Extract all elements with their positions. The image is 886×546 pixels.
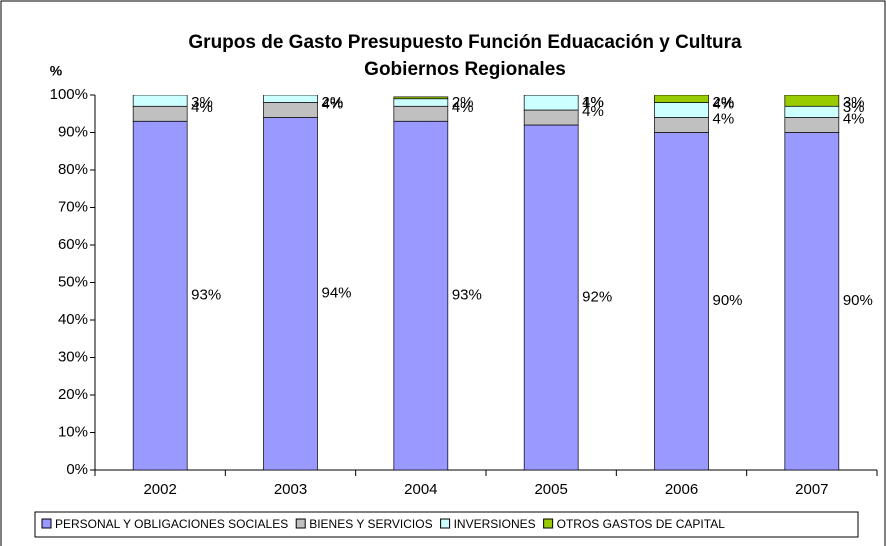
bar-segment xyxy=(654,95,709,103)
bar-segment xyxy=(784,117,840,133)
bar-segment xyxy=(393,105,449,122)
legend-swatch xyxy=(440,518,451,529)
data-label: 90% xyxy=(713,292,743,309)
legend-label: OTROS GASTOS DE CAPITAL xyxy=(557,517,726,531)
legend-swatch xyxy=(41,518,52,529)
x-tick-label: 2005 xyxy=(534,481,567,498)
bar-segment xyxy=(393,120,449,471)
y-tick-label: 50% xyxy=(58,273,88,290)
bar-segment xyxy=(263,102,318,118)
data-label: 4% xyxy=(452,99,474,116)
bar-segment xyxy=(523,109,579,126)
bar-segment xyxy=(784,132,840,471)
data-label: 4% xyxy=(582,94,604,111)
x-tick-label: 2007 xyxy=(795,481,828,498)
data-label: 4% xyxy=(582,103,604,120)
bar-segment xyxy=(523,95,579,111)
y-tick-label: 40% xyxy=(58,311,88,328)
y-tick-label: 100% xyxy=(50,86,88,103)
data-label: 2% xyxy=(322,94,344,111)
bar-segment xyxy=(132,120,188,471)
data-label: 93% xyxy=(452,287,482,304)
data-label: 3% xyxy=(191,94,213,111)
y-tick-label: 30% xyxy=(58,348,88,365)
data-label: 3% xyxy=(843,99,865,116)
y-tick-label: 60% xyxy=(58,236,88,253)
x-tick-label: 2004 xyxy=(404,481,437,498)
bar-segment xyxy=(784,105,840,118)
data-label: 4% xyxy=(713,110,735,127)
data-label: 2% xyxy=(452,94,474,111)
data-label: 1% xyxy=(582,94,604,111)
data-label: 4% xyxy=(191,99,213,116)
data-label: 3% xyxy=(843,94,865,111)
y-tick-label: 10% xyxy=(58,423,88,440)
legend-label: PERSONAL Y OBLIGACIONES SOCIALES xyxy=(55,517,288,531)
bar-segment xyxy=(654,132,709,471)
y-tick-label: 70% xyxy=(58,198,88,215)
y-tick-label: 0% xyxy=(66,461,88,478)
chart-title: Gobiernos Regionales xyxy=(364,59,566,80)
data-label: 92% xyxy=(582,288,612,305)
bars xyxy=(132,95,840,471)
legend-swatch xyxy=(295,518,306,529)
data-label: 2% xyxy=(713,94,735,111)
data-label: 94% xyxy=(322,285,352,302)
data-label: 93% xyxy=(191,287,221,304)
x-tick-label: 2006 xyxy=(665,481,698,498)
x-tick-label: 2003 xyxy=(274,481,307,498)
data-label: 4% xyxy=(713,95,735,112)
bar-segment xyxy=(654,117,709,133)
data-label: 4% xyxy=(843,110,865,127)
bar-segment xyxy=(132,95,188,107)
y-tick-label: 80% xyxy=(58,161,88,178)
bar-segment xyxy=(263,95,318,103)
bar-segment xyxy=(654,102,709,118)
bar-segment xyxy=(393,98,449,107)
bar-segment xyxy=(784,95,840,107)
y-tick-label: 20% xyxy=(58,386,88,403)
data-label: 90% xyxy=(843,292,873,309)
legend-swatch xyxy=(543,518,554,529)
legend-label: BIENES Y SERVICIOS xyxy=(309,517,432,531)
chart-title: Grupos de Gasto Presupuesto Función Edua… xyxy=(188,32,742,53)
data-label: 4% xyxy=(322,95,344,112)
bar-segment xyxy=(132,105,188,122)
y-axis-label: % xyxy=(50,63,63,79)
y-tick-label: 90% xyxy=(58,123,88,140)
x-tick-label: 2002 xyxy=(143,481,176,498)
bar-segment xyxy=(523,124,579,471)
legend-label: INVERSIONES xyxy=(454,517,536,531)
bar-segment xyxy=(393,96,449,100)
bar-segment xyxy=(263,117,318,471)
